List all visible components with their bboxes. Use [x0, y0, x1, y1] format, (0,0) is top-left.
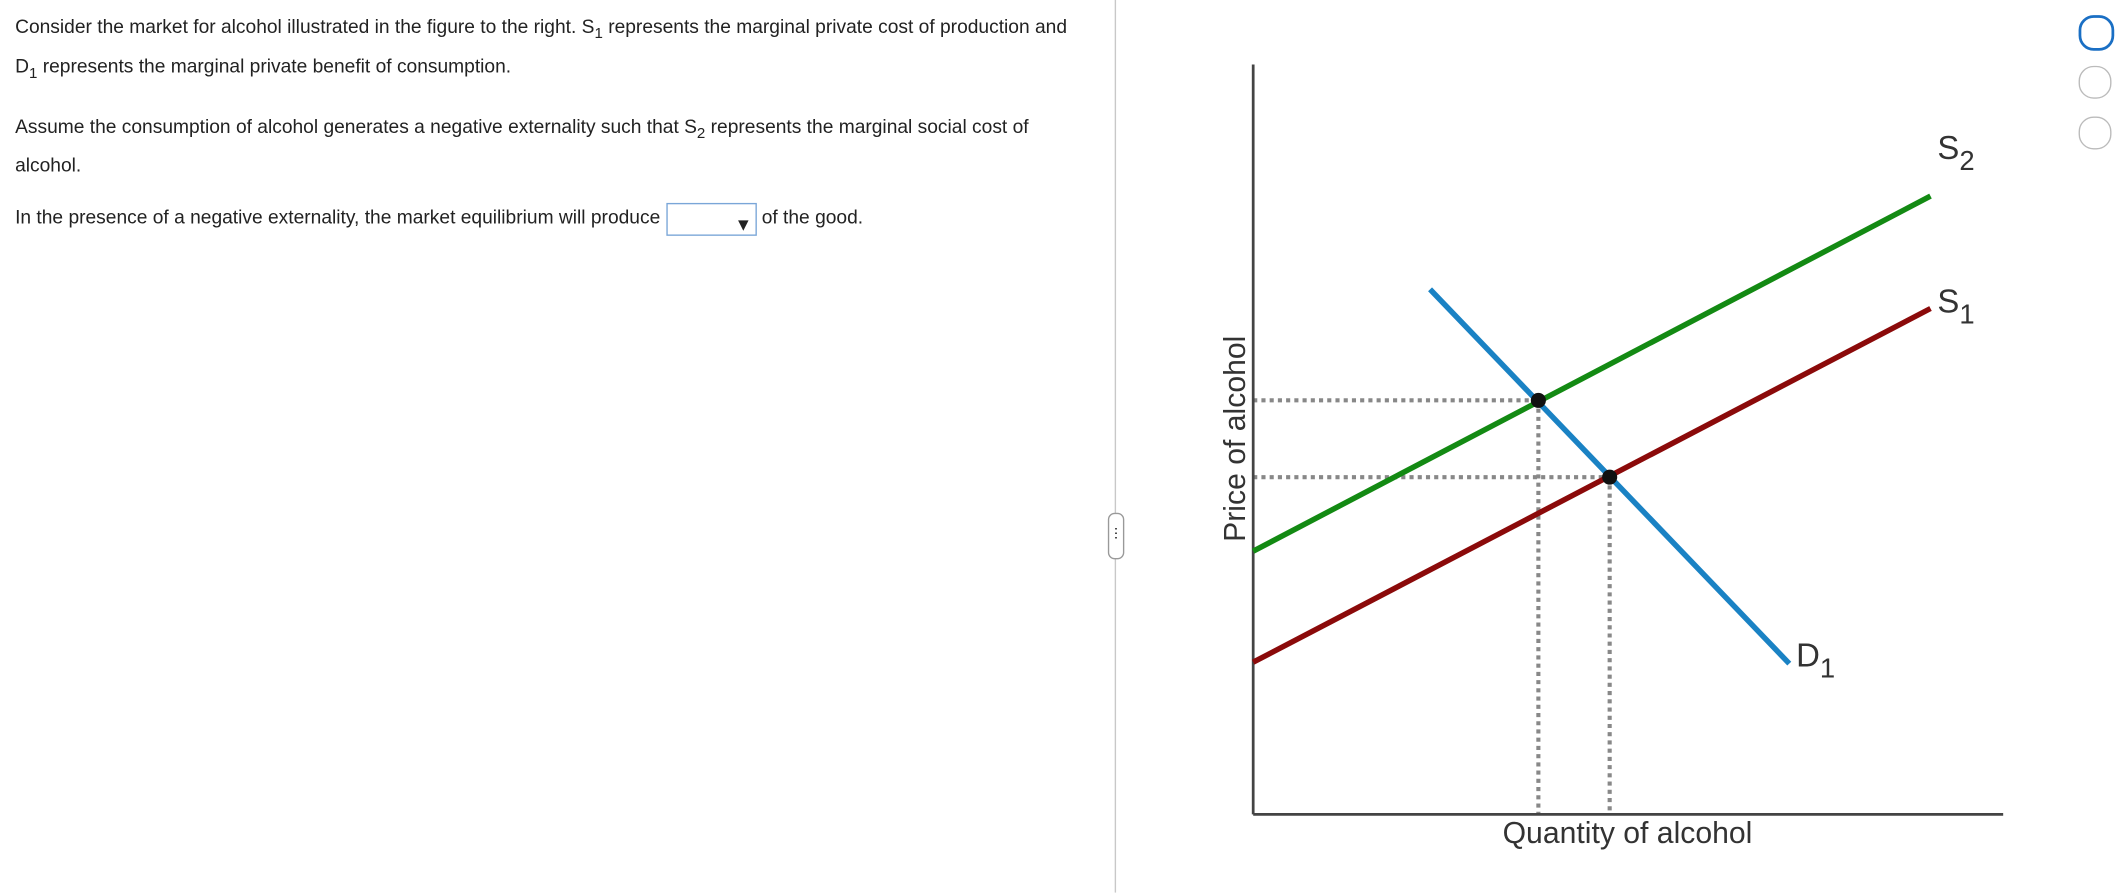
divider	[1114, 0, 1117, 893]
text: represents the marginal private benefit …	[37, 54, 512, 77]
x-axis-label: Quantity of alcohol	[1503, 817, 1753, 850]
answer-dropdown[interactable]: ▼	[665, 202, 757, 236]
curve-label: S1	[1937, 283, 1974, 330]
subscript: 1	[28, 65, 38, 82]
zoom-out-button[interactable]	[2078, 65, 2112, 99]
text: represents the marginal private cost of …	[15, 15, 1068, 77]
paragraph: Consider the market for alcohol illustra…	[15, 11, 1084, 90]
paragraph: Assume the consumption of alcohol genera…	[15, 111, 1084, 182]
popout-button[interactable]	[2078, 116, 2112, 150]
paragraph: In the presence of a negative externalit…	[15, 202, 1084, 236]
text: represents the marginal social cost of a…	[15, 114, 1029, 177]
subscript: 1	[594, 25, 603, 43]
question-panel: Consider the market for alcohol illustra…	[15, 11, 1084, 256]
curve-label: S2	[1937, 129, 1974, 176]
subscript: 2	[696, 125, 706, 142]
curve-label: D1	[1796, 636, 1835, 683]
s1-curve	[1251, 306, 1932, 665]
text: of the good.	[761, 206, 864, 229]
equilibrium-point	[1530, 392, 1546, 408]
guides	[1253, 398, 1612, 815]
zoom-in-button[interactable]	[2078, 15, 2115, 51]
text: Assume the consumption of alcohol genera…	[15, 114, 697, 137]
resize-handle[interactable]: ⋮	[1107, 512, 1125, 560]
s2-curve	[1251, 193, 1932, 554]
text: In the presence of a negative externalit…	[15, 206, 661, 229]
y-axis-label: Price of alcohol	[1219, 336, 1252, 542]
text: Consider the market for alcohol illustra…	[15, 15, 595, 38]
dropdown-arrow: ▼	[734, 213, 753, 235]
equilibrium-point	[1602, 469, 1618, 485]
